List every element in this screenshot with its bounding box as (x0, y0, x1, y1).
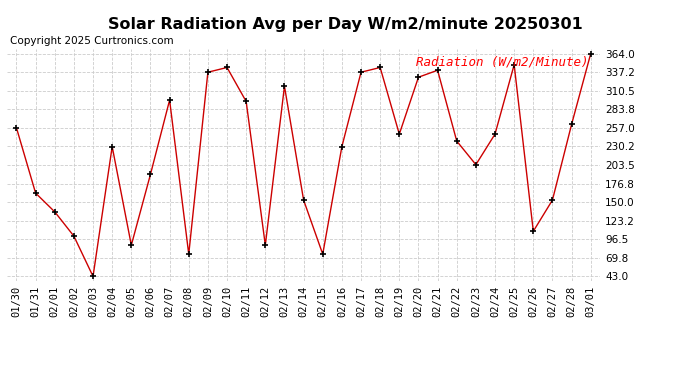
Text: Copyright 2025 Curtronics.com: Copyright 2025 Curtronics.com (10, 36, 174, 46)
Text: Radiation (W/m2/Minute): Radiation (W/m2/Minute) (416, 56, 589, 69)
Text: Solar Radiation Avg per Day W/m2/minute 20250301: Solar Radiation Avg per Day W/m2/minute … (108, 17, 582, 32)
